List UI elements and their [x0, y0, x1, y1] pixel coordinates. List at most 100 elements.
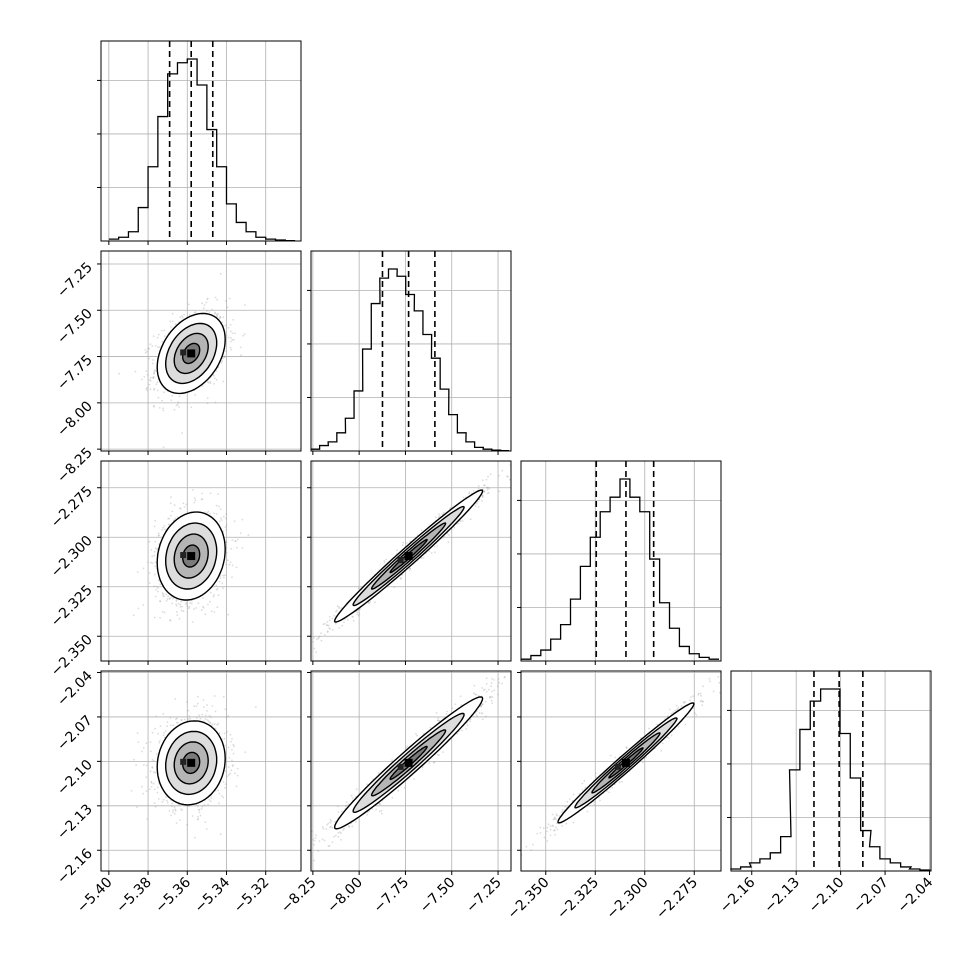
sample-point	[158, 407, 161, 409]
sample-point	[330, 820, 333, 823]
sample-point	[170, 596, 173, 598]
sample-point	[157, 534, 160, 537]
sample-point	[118, 372, 120, 375]
sample-point	[197, 695, 199, 698]
sample-point	[477, 500, 479, 503]
sample-point	[218, 520, 221, 523]
sample-point	[147, 561, 149, 564]
sample-point	[375, 808, 377, 811]
sample-point	[158, 534, 160, 537]
sample-point	[208, 311, 211, 313]
sample-point	[157, 396, 160, 399]
sample-point	[230, 348, 233, 351]
sample-point	[379, 803, 382, 806]
sample-point	[468, 491, 471, 494]
sample-point	[222, 781, 225, 783]
sample-point	[175, 605, 178, 607]
sample-point	[409, 567, 411, 570]
sample-point	[201, 805, 204, 808]
sample-point	[366, 783, 368, 786]
sample-point	[133, 758, 135, 761]
sample-point	[229, 340, 232, 343]
sample-point	[160, 329, 163, 332]
sample-point	[329, 826, 331, 829]
sample-point	[325, 624, 328, 627]
density-peak	[404, 552, 413, 561]
sample-point	[153, 525, 156, 528]
sample-point	[242, 334, 245, 337]
sample-point	[328, 627, 330, 629]
sample-point	[214, 710, 217, 713]
sample-point	[215, 584, 218, 587]
hist-step	[108, 58, 296, 242]
panel-content	[101, 671, 301, 871]
sample-point	[166, 725, 169, 728]
sample-point	[207, 297, 209, 300]
density-peak	[187, 552, 196, 561]
sample-point	[239, 532, 242, 534]
sample-point	[442, 751, 444, 753]
sample-point	[313, 636, 315, 639]
sample-point	[228, 563, 231, 566]
sample-point	[130, 789, 133, 792]
sample-point	[221, 795, 223, 797]
sample-point	[503, 676, 506, 679]
sample-point	[522, 451, 524, 453]
sample-point	[206, 511, 209, 514]
sample-point	[403, 786, 406, 789]
sample-point	[218, 802, 220, 805]
sample-point	[231, 539, 234, 542]
sample-point	[231, 748, 233, 751]
sample-point	[485, 715, 487, 718]
density-peak	[187, 349, 196, 358]
sample-point	[179, 507, 181, 510]
sample-point	[324, 634, 326, 636]
sample-point	[459, 695, 462, 698]
panel-frame	[100, 670, 302, 872]
sample-point	[181, 432, 184, 434]
sample-point	[209, 721, 212, 724]
sample-point	[224, 708, 227, 711]
sample-point	[222, 515, 225, 518]
sample-point	[190, 406, 193, 409]
sample-point	[177, 602, 180, 605]
hist-panel-1	[307, 250, 512, 452]
sample-point	[219, 833, 222, 836]
sample-point	[226, 306, 229, 309]
sample-point	[162, 446, 165, 449]
sample-point	[154, 519, 157, 522]
sample-point	[355, 820, 357, 823]
sample-point	[185, 603, 188, 605]
density-peak	[180, 758, 187, 765]
sample-point	[254, 706, 257, 708]
sample-point	[152, 377, 155, 379]
sample-point	[345, 801, 348, 803]
sample-point	[331, 827, 334, 829]
sample-point	[224, 574, 226, 577]
sample-point	[224, 517, 227, 520]
sample-point	[368, 602, 370, 604]
sample-point	[216, 723, 219, 726]
sample-point	[223, 732, 226, 735]
sample-point	[161, 801, 164, 803]
sample-point	[221, 360, 224, 362]
sample-point	[153, 771, 155, 774]
sample-point	[234, 540, 237, 542]
sample-point	[145, 776, 148, 778]
sample-point	[156, 548, 159, 550]
sample-point	[481, 712, 484, 715]
sample-point	[179, 819, 181, 821]
sample-point	[219, 508, 222, 510]
sample-point	[443, 535, 445, 538]
sample-point	[203, 706, 205, 708]
sample-point	[203, 804, 206, 807]
sample-point	[171, 802, 174, 805]
sample-point	[156, 786, 159, 789]
sample-point	[148, 379, 151, 381]
sample-point	[435, 712, 438, 714]
sample-point	[191, 815, 194, 817]
sample-point	[224, 786, 227, 789]
sample-point	[449, 507, 452, 509]
sample-point	[181, 605, 184, 608]
sample-point	[158, 346, 161, 348]
